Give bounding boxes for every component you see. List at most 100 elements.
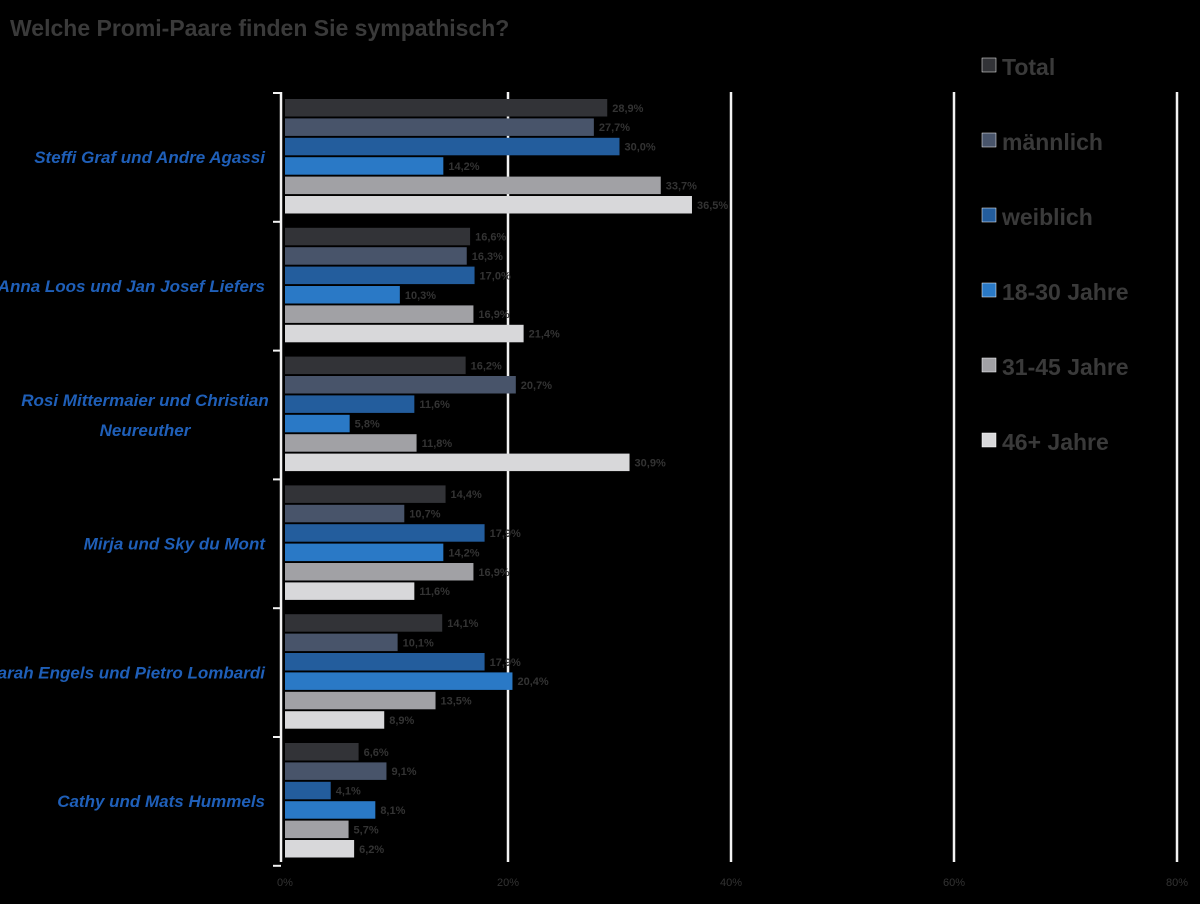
category-label: Rosi Mittermaier und Christian Neureuther xyxy=(21,391,268,440)
bar xyxy=(285,633,398,652)
category-label: Cathy und Mats Hummels xyxy=(57,792,265,811)
data-label: 27,7% xyxy=(599,122,630,134)
data-label: 4,1% xyxy=(336,786,361,798)
data-label: 11,8% xyxy=(422,438,453,450)
category-label: Anna Loos und Jan Josef Liefers xyxy=(0,277,265,296)
bar xyxy=(285,324,524,343)
bar xyxy=(285,801,376,819)
bar xyxy=(285,137,620,156)
data-label: 6,2% xyxy=(359,844,384,856)
data-label: 6,6% xyxy=(364,747,389,759)
bar xyxy=(285,414,350,433)
bar xyxy=(285,434,417,452)
legend-entry: 18-30 Jahre xyxy=(1002,279,1129,305)
data-label: 16,6% xyxy=(475,232,506,244)
category-label: Sarah Engels und Pietro Lombardi xyxy=(0,663,266,682)
legend-swatch xyxy=(981,357,997,373)
category-label: Steffi Graf und Andre Agassi xyxy=(34,148,266,167)
data-label: 28,9% xyxy=(612,103,643,115)
data-label: 20,4% xyxy=(517,676,548,688)
y-axis xyxy=(273,92,283,867)
chart-title: Welche Promi-Paare finden Sie sympathisc… xyxy=(10,15,509,41)
data-label: 14,2% xyxy=(448,161,479,173)
data-label: 5,7% xyxy=(354,824,379,836)
legend-swatch xyxy=(981,207,997,223)
data-labels: 28,9% 27,7% 30,0% 14,2% 33,7%36,5% 16,6% 16,3%… xyxy=(336,103,729,856)
data-label: 16,9% xyxy=(478,567,509,579)
data-label: 36,5% xyxy=(697,200,728,212)
data-label: 16,3% xyxy=(472,251,503,263)
bar xyxy=(285,485,446,503)
data-label: 13,5% xyxy=(441,696,472,708)
data-label: 5,8% xyxy=(355,419,380,431)
bar xyxy=(285,395,415,413)
data-label: 21,4% xyxy=(529,329,560,341)
data-label: 10,7% xyxy=(409,509,440,521)
bar xyxy=(285,840,355,858)
data-label: 11,6% xyxy=(419,586,450,598)
data-label: 20,7% xyxy=(521,380,552,392)
data-label: 9,1% xyxy=(391,766,416,778)
bar xyxy=(285,653,485,671)
data-label: 10,3% xyxy=(405,290,436,302)
bar xyxy=(285,453,630,472)
legend-swatch xyxy=(981,132,997,148)
bar xyxy=(285,99,608,117)
x-tick-label: 0% xyxy=(277,877,293,889)
legend-entry: weiblich xyxy=(1001,204,1093,230)
bar xyxy=(285,711,385,729)
gridlines xyxy=(506,92,1179,862)
legend-swatch xyxy=(981,57,997,73)
data-label: 30,9% xyxy=(635,457,666,469)
data-label: 8,9% xyxy=(389,715,414,727)
x-tick-labels: 0% 20% 40% 60% 80% xyxy=(277,877,1188,889)
legend: Total männlich weiblich 18-30 Jahre 31-45 Ja… xyxy=(981,54,1129,455)
legend-entry: Total xyxy=(1002,54,1055,80)
bar xyxy=(285,305,474,323)
x-tick-label: 40% xyxy=(720,877,742,889)
data-label: 11,6% xyxy=(419,399,450,411)
data-label: 17,9% xyxy=(490,528,521,540)
data-label: 30,0% xyxy=(625,142,656,154)
category-labels: Steffi Graf und Andre Agassi Anna Loos un… xyxy=(0,148,269,811)
legend-entry: 31-45 Jahre xyxy=(1002,354,1129,380)
bar xyxy=(285,356,466,375)
legend-entry: 46+ Jahre xyxy=(1002,429,1109,455)
bar xyxy=(285,266,475,285)
bar xyxy=(285,524,485,542)
bar xyxy=(285,543,444,562)
bar xyxy=(285,157,444,175)
data-label: 10,1% xyxy=(403,637,434,649)
bar xyxy=(285,781,331,800)
x-tick-label: 20% xyxy=(497,877,519,889)
bar xyxy=(285,196,692,214)
data-label: 14,4% xyxy=(451,489,482,501)
data-label: 16,2% xyxy=(471,360,502,372)
data-label: 16,9% xyxy=(478,309,509,321)
bar xyxy=(285,247,467,265)
legend-swatch xyxy=(981,282,997,298)
bar xyxy=(285,286,400,304)
bar xyxy=(285,820,349,839)
bar xyxy=(285,762,387,780)
bar xyxy=(285,691,436,710)
bar xyxy=(285,672,513,690)
x-tick-label: 80% xyxy=(1166,877,1188,889)
bar xyxy=(285,563,474,581)
data-label: 33,7% xyxy=(666,180,697,192)
legend-swatch xyxy=(981,432,997,448)
data-label: 8,1% xyxy=(380,805,405,817)
data-label: 17,9% xyxy=(490,657,521,669)
category-label: Mirja und Sky du Mont xyxy=(84,535,267,554)
bar xyxy=(285,227,471,246)
bars xyxy=(285,99,692,858)
bar xyxy=(285,743,359,761)
bar xyxy=(285,118,594,136)
legend-entry: männlich xyxy=(1002,129,1103,155)
bar xyxy=(285,176,661,195)
bar xyxy=(285,504,405,523)
data-label: 14,1% xyxy=(447,618,478,630)
data-label: 14,2% xyxy=(448,547,479,559)
